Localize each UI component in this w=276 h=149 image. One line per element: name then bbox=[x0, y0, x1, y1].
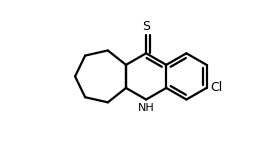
Text: Cl: Cl bbox=[210, 82, 223, 94]
Text: NH: NH bbox=[138, 103, 155, 113]
Text: S: S bbox=[142, 20, 150, 33]
